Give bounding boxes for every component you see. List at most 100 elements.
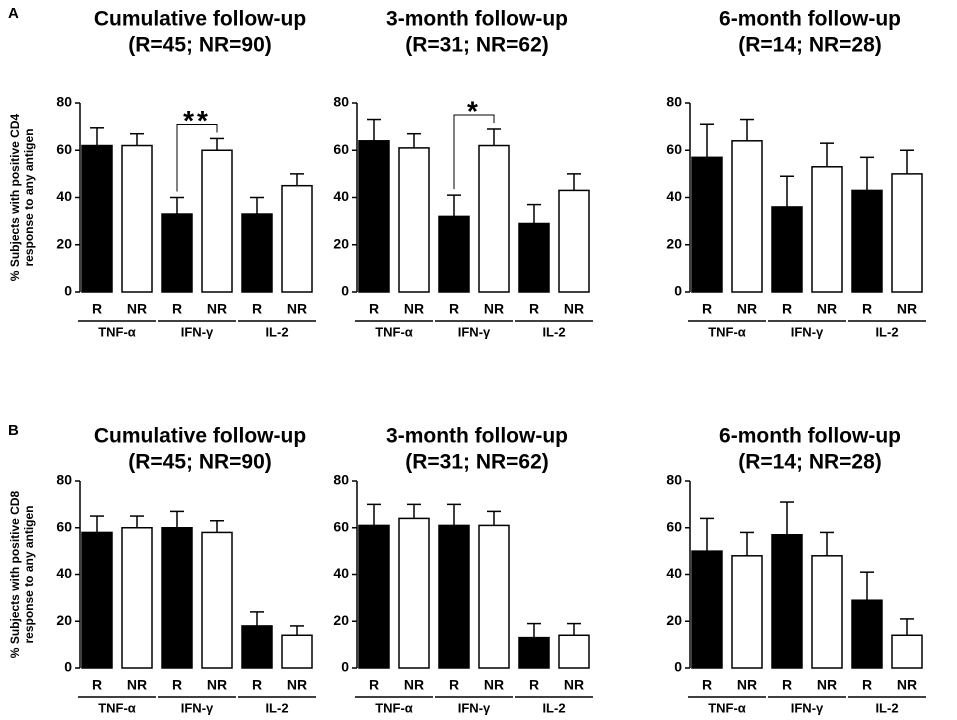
chart-title: Cumulative follow-up — [94, 425, 306, 448]
group-label: IFN-γ — [791, 324, 824, 339]
bar — [81, 531, 113, 669]
bar — [771, 206, 803, 293]
bar — [398, 147, 430, 293]
panel-label: B — [8, 422, 19, 439]
y-tick-label: 40 — [666, 565, 682, 581]
y-tick-label: 0 — [674, 659, 682, 675]
bar-label: NR — [817, 301, 837, 317]
bar — [811, 166, 843, 293]
y-tick-label: 20 — [333, 235, 349, 251]
bar-label: NR — [207, 677, 227, 693]
bar-label: NR — [207, 301, 227, 317]
bar — [478, 524, 510, 669]
bar — [438, 524, 470, 669]
bar — [891, 173, 923, 293]
group-label: IFN-γ — [181, 324, 214, 339]
y-tick-label: 40 — [333, 565, 349, 581]
y-tick-label: 20 — [56, 612, 72, 628]
group-label: IFN-γ — [458, 324, 491, 339]
bar-label: NR — [127, 301, 147, 317]
chart-subtitle: (R=14; NR=28) — [738, 451, 882, 474]
bar — [518, 636, 550, 669]
y-tick-label: 20 — [56, 235, 72, 251]
y-tick-label: 40 — [56, 565, 72, 581]
bar — [518, 222, 550, 293]
y-tick-label: 20 — [333, 612, 349, 628]
significance-bracket — [176, 123, 218, 192]
bar-label: NR — [564, 677, 584, 693]
y-tick-label: 40 — [333, 188, 349, 204]
group-label: IL-2 — [542, 700, 565, 715]
y-tick-label: 80 — [666, 94, 682, 110]
panel-label: A — [8, 5, 19, 22]
bar — [851, 189, 883, 293]
group-label: IL-2 — [265, 324, 288, 339]
bar — [121, 144, 153, 293]
y-tick-label: 80 — [56, 94, 72, 110]
group-label: TNF-α — [375, 700, 413, 715]
bar — [121, 527, 153, 669]
y-tick-label: 0 — [341, 283, 349, 299]
y-axis-label: % Subjects with positive CD4 — [8, 113, 22, 281]
bar-label: R — [92, 677, 102, 693]
bar — [851, 599, 883, 669]
bar-label: R — [782, 677, 792, 693]
bar-label: NR — [817, 677, 837, 693]
group-label: TNF-α — [708, 700, 746, 715]
chart-subtitle: (R=31; NR=62) — [405, 34, 549, 57]
bar-label: NR — [737, 677, 757, 693]
bar — [731, 140, 763, 293]
significance-bracket — [453, 114, 495, 190]
bar — [358, 140, 390, 293]
bar-label: R — [449, 677, 459, 693]
y-tick-label: 40 — [56, 188, 72, 204]
y-axis-label: response to any antigen — [22, 505, 36, 643]
bar — [811, 555, 843, 669]
bar — [891, 634, 923, 669]
bar-label: R — [92, 301, 102, 317]
bar — [558, 189, 590, 293]
y-tick-label: 80 — [333, 94, 349, 110]
bar — [281, 184, 313, 293]
y-tick-label: 20 — [666, 235, 682, 251]
bar — [438, 215, 470, 293]
group-label: IFN-γ — [458, 700, 491, 715]
y-tick-label: 0 — [674, 283, 682, 299]
bar — [241, 213, 273, 293]
y-tick-label: 80 — [56, 472, 72, 488]
group-label: TNF-α — [375, 324, 413, 339]
group-label: IL-2 — [542, 324, 565, 339]
bar-label: R — [529, 301, 539, 317]
chart-subtitle: (R=31; NR=62) — [405, 451, 549, 474]
y-tick-label: 0 — [64, 283, 72, 299]
bar — [241, 625, 273, 669]
bar-label: R — [862, 301, 872, 317]
bar — [478, 144, 510, 293]
y-tick-label: 40 — [666, 188, 682, 204]
bar-label: NR — [737, 301, 757, 317]
bar — [281, 634, 313, 669]
bar-label: R — [702, 677, 712, 693]
y-tick-label: 0 — [64, 659, 72, 675]
bar-label: R — [782, 301, 792, 317]
bar-label: R — [449, 301, 459, 317]
chart-subtitle: (R=45; NR=90) — [128, 34, 272, 57]
bar — [201, 149, 233, 293]
bar-label: NR — [484, 677, 504, 693]
y-tick-label: 60 — [56, 518, 72, 534]
bar — [81, 144, 113, 293]
group-label: IL-2 — [265, 700, 288, 715]
bar-label: R — [369, 677, 379, 693]
y-tick-label: 0 — [341, 659, 349, 675]
bar — [558, 634, 590, 669]
group-label: IFN-γ — [791, 700, 824, 715]
group-label: IL-2 — [875, 700, 898, 715]
y-tick-label: 20 — [666, 612, 682, 628]
bar-label: NR — [897, 677, 917, 693]
significance-label: * — [467, 95, 481, 126]
group-label: IL-2 — [875, 324, 898, 339]
bar — [201, 531, 233, 669]
chart-title: Cumulative follow-up — [94, 8, 306, 31]
bar-label: NR — [404, 677, 424, 693]
